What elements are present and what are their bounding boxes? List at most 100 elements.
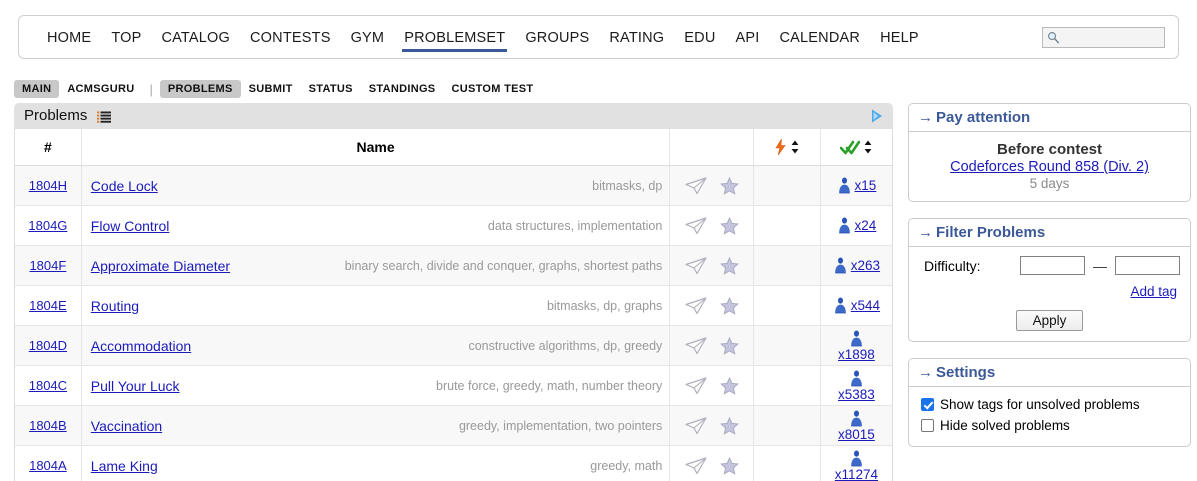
- submit-plane-icon[interactable]: [685, 456, 707, 475]
- settings-option-row[interactable]: Hide solved problems: [919, 415, 1180, 436]
- settings-option-label: Show tags for unsolved problems: [940, 397, 1140, 412]
- contest-link[interactable]: Codeforces Round 858 (Div. 2): [950, 159, 1149, 175]
- settings-checkbox[interactable]: [921, 419, 934, 432]
- nav-item-catalog[interactable]: CATALOG: [161, 30, 231, 46]
- main-nav-items: HOME TOP CATALOG CONTESTS GYM PROBLEMSET GROUP…: [37, 16, 929, 60]
- difficulty-sort-control[interactable]: [755, 139, 819, 155]
- sub-nav-item-submit[interactable]: SUBMIT: [248, 83, 293, 95]
- solved-count-link[interactable]: x5383: [838, 386, 875, 402]
- nav-item-api[interactable]: API: [735, 30, 760, 46]
- difficulty-filter-row: Difficulty: —: [919, 254, 1180, 275]
- th-solved-sort[interactable]: [820, 129, 893, 166]
- submit-plane-icon[interactable]: [685, 296, 707, 315]
- nav-item-calendar[interactable]: CALENDAR: [779, 30, 861, 46]
- solved-count-link[interactable]: x8015: [838, 426, 875, 442]
- problem-name-link[interactable]: Flow Control: [90, 217, 170, 234]
- solved-count-link[interactable]: x15: [854, 178, 877, 193]
- settings-title: Settings: [936, 364, 996, 381]
- page-top-cutoff: · ·: [0, 0, 1197, 12]
- nav-item-rating[interactable]: RATING: [609, 30, 665, 46]
- sub-nav-item-problems[interactable]: PROBLEMS: [159, 80, 241, 98]
- sub-nav-item-main[interactable]: MAIN: [14, 80, 60, 98]
- solved-count-link[interactable]: x263: [850, 258, 881, 273]
- solved-count-link[interactable]: x544: [850, 298, 881, 313]
- solved-count-link[interactable]: x24: [854, 218, 877, 233]
- settings-body: Show tags for unsolved problems Hide solv…: [909, 387, 1190, 446]
- problem-index-link[interactable]: 1804E: [29, 298, 67, 313]
- pay-attention-header: → Pay attention: [909, 104, 1190, 132]
- list-icon[interactable]: [96, 111, 111, 123]
- nav-item-help[interactable]: HELP: [880, 30, 919, 46]
- difficulty-min-input[interactable]: [1020, 256, 1085, 275]
- sub-nav-item-standings[interactable]: STANDINGS: [368, 83, 436, 95]
- problem-actions-cell: [669, 285, 755, 326]
- settings-option-row[interactable]: Show tags for unsolved problems: [919, 394, 1180, 415]
- problem-name-link[interactable]: Vaccination: [90, 417, 163, 434]
- problem-index-link[interactable]: 1804G: [28, 218, 68, 233]
- problem-actions-cell: [669, 205, 755, 246]
- solved-count-link[interactable]: x1898: [838, 346, 875, 362]
- problem-index-link[interactable]: 1804B: [29, 418, 67, 433]
- nav-item-gym[interactable]: GYM: [350, 30, 385, 46]
- search-input[interactable]: [1042, 27, 1165, 48]
- sub-nav-item-status[interactable]: STATUS: [308, 83, 353, 95]
- difficulty-max-input[interactable]: [1115, 256, 1180, 275]
- favorite-star-icon[interactable]: [719, 296, 739, 315]
- problem-index-link[interactable]: 1804C: [28, 378, 68, 393]
- problem-index-link[interactable]: 1804A: [29, 458, 67, 473]
- solvers-person-icon: [834, 297, 846, 314]
- problem-solved-cell: x544: [820, 285, 893, 326]
- favorite-star-icon[interactable]: [719, 376, 739, 395]
- favorite-star-icon[interactable]: [719, 216, 739, 235]
- nav-item-top[interactable]: TOP: [111, 30, 142, 46]
- submit-plane-icon[interactable]: [685, 336, 707, 355]
- add-tag-link[interactable]: Add tag: [1130, 284, 1177, 299]
- problem-index-link[interactable]: 1804H: [28, 178, 68, 193]
- problem-actions-cell: [669, 445, 755, 481]
- problem-index-cell: 1804B: [14, 405, 82, 446]
- nav-item-contests[interactable]: CONTESTS: [250, 30, 331, 46]
- favorite-star-icon[interactable]: [719, 256, 739, 275]
- problem-name-link[interactable]: Accommodation: [90, 337, 192, 354]
- submit-plane-icon[interactable]: [685, 416, 707, 435]
- sub-nav-item-acmsguru[interactable]: ACMSGURU: [67, 83, 135, 95]
- problem-index-link[interactable]: 1804F: [29, 258, 67, 273]
- submit-plane-icon[interactable]: [685, 216, 707, 235]
- problem-name-cell: Routing bitmasks, dp, graphs: [81, 285, 671, 326]
- favorite-star-icon[interactable]: [719, 176, 739, 195]
- search-box[interactable]: [1042, 27, 1165, 48]
- problems-caption-title: Problems: [24, 107, 88, 124]
- settings-checkbox[interactable]: [921, 398, 934, 411]
- submit-plane-icon[interactable]: [685, 256, 707, 275]
- nav-item-home[interactable]: HOME: [47, 30, 92, 46]
- problem-name-link[interactable]: Pull Your Luck: [90, 377, 180, 394]
- problem-index-cell: 1804G: [14, 205, 82, 246]
- problem-name-link[interactable]: Lame King: [90, 457, 158, 474]
- th-actions: [669, 129, 755, 166]
- lightning-icon: [775, 139, 787, 155]
- problem-name-link[interactable]: Routing: [90, 297, 140, 314]
- solved-count-link[interactable]: x11274: [834, 466, 879, 481]
- favorite-star-icon[interactable]: [719, 336, 739, 355]
- nav-item-edu[interactable]: EDU: [684, 30, 716, 46]
- table-row: 1804B Vaccination greedy, implementation, …: [14, 405, 893, 446]
- solved-sort-control[interactable]: [822, 140, 891, 155]
- submit-plane-icon[interactable]: [685, 376, 707, 395]
- problem-tags: bitmasks, dp, graphs: [546, 298, 663, 313]
- play-right-icon[interactable]: [871, 109, 883, 123]
- th-difficulty-sort[interactable]: [753, 129, 821, 166]
- sort-arrows-icon: [864, 140, 872, 154]
- favorite-star-icon[interactable]: [719, 456, 739, 475]
- filter-problems-panel: → Filter Problems Difficulty: — Add tag A…: [908, 218, 1191, 342]
- problem-name-link[interactable]: Code Lock: [90, 177, 158, 194]
- submit-plane-icon[interactable]: [685, 176, 707, 195]
- problem-index-link[interactable]: 1804D: [28, 338, 68, 353]
- problem-name-link[interactable]: Approximate Diameter: [90, 257, 231, 274]
- apply-button[interactable]: Apply: [1015, 310, 1084, 331]
- settings-header: → Settings: [909, 359, 1190, 387]
- sub-nav-item-custom-test[interactable]: CUSTOM TEST: [451, 83, 534, 95]
- nav-item-groups[interactable]: GROUPS: [525, 30, 590, 46]
- favorite-star-icon[interactable]: [719, 416, 739, 435]
- problem-solved-cell: x24: [820, 205, 893, 246]
- nav-item-problemset[interactable]: PROBLEMSET: [394, 16, 515, 60]
